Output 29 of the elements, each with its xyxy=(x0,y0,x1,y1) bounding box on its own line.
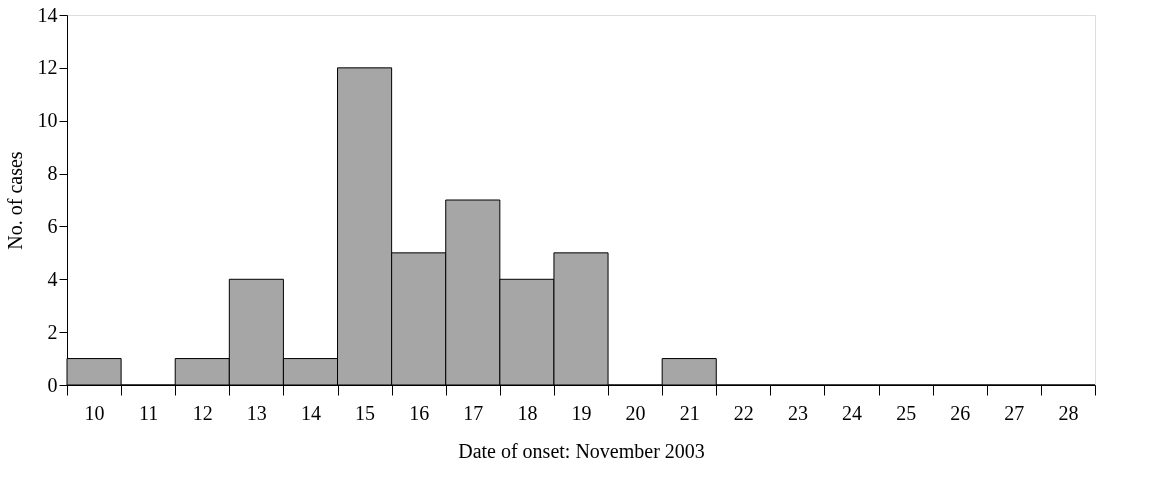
x-tick-label: 25 xyxy=(896,401,917,424)
y-tick-label: 2 xyxy=(47,320,58,343)
y-tick-label: 4 xyxy=(47,267,58,290)
y-tick-label: 0 xyxy=(47,373,58,396)
x-tick-label: 16 xyxy=(409,401,430,424)
x-axis-title: Date of onset: November 2003 xyxy=(458,439,705,462)
x-tick-label: 22 xyxy=(733,401,754,424)
x-tick-label: 12 xyxy=(192,401,213,424)
y-tick-label: 14 xyxy=(37,3,58,26)
x-tick-label: 21 xyxy=(679,401,700,424)
y-tick-label: 10 xyxy=(37,109,58,132)
x-tick-label: 11 xyxy=(139,401,159,424)
y-tick-label: 8 xyxy=(47,162,58,185)
x-tick-label: 28 xyxy=(1058,401,1079,424)
x-tick-label: 19 xyxy=(571,401,592,424)
x-tick-label: 23 xyxy=(787,401,808,424)
y-tick-label: 6 xyxy=(47,214,58,237)
x-tick-label: 24 xyxy=(842,401,863,424)
x-tick-label: 15 xyxy=(355,401,376,424)
y-axis-title: No. of cases xyxy=(3,151,26,250)
x-tick-label: 14 xyxy=(300,401,321,424)
x-tick-label: 17 xyxy=(463,401,484,424)
x-tick-label: 20 xyxy=(625,401,646,424)
x-tick-label: 18 xyxy=(517,401,538,424)
x-tick-label: 13 xyxy=(246,401,267,424)
x-tick-label: 26 xyxy=(950,401,971,424)
x-tick-label: 27 xyxy=(1004,401,1025,424)
x-tick-label: 10 xyxy=(84,401,105,424)
y-tick-label: 12 xyxy=(37,56,58,79)
